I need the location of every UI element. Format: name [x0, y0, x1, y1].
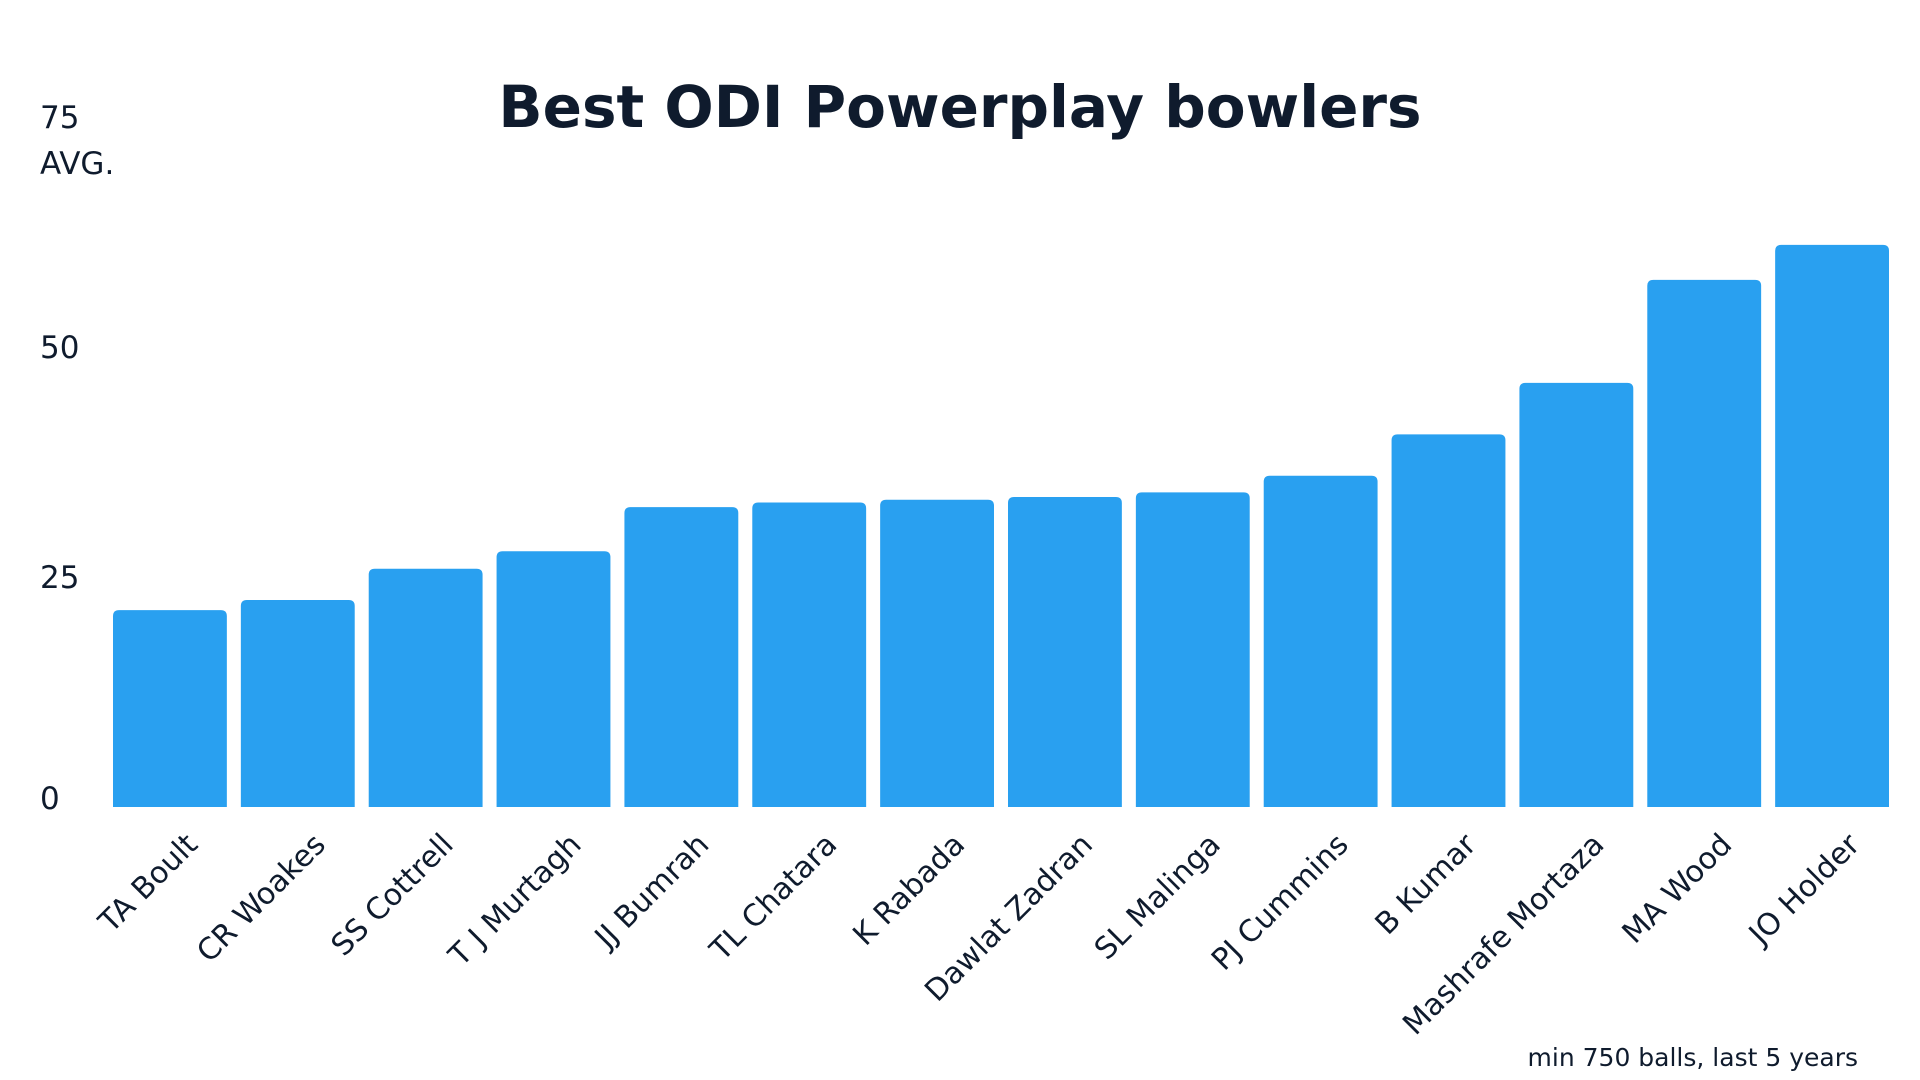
x-tick-label: SL Malinga — [1088, 827, 1228, 967]
bar — [1775, 244, 1889, 807]
bar — [113, 610, 227, 807]
footnote: min 750 balls, last 5 years — [1528, 1043, 1858, 1072]
x-tick-label: T J Murtagh — [442, 827, 589, 974]
x-tick-label: JJ Bumrah — [587, 827, 716, 956]
bar-series — [113, 244, 1889, 808]
bar — [240, 600, 355, 807]
x-tick-label: CR Woakes — [190, 827, 332, 969]
bar — [368, 568, 483, 807]
bar — [752, 502, 867, 807]
x-tick-label: K Rabada — [846, 827, 972, 953]
y-tick-label: 25 — [40, 560, 79, 596]
x-tick-label: PJ Cummins — [1205, 827, 1356, 978]
x-tick-label: TL Chatara — [703, 827, 844, 968]
bar — [1263, 475, 1378, 807]
bar — [1008, 496, 1122, 807]
x-tick-label: JO Holder — [1741, 827, 1867, 953]
y-tick-label: 75 — [40, 100, 79, 136]
bar — [624, 507, 739, 807]
x-tick-label: B Kumar — [1369, 827, 1484, 942]
bar — [1391, 434, 1506, 807]
y-tick-label: 0 — [40, 781, 60, 817]
chart-title: Best ODI Powerplay bowlers — [498, 73, 1421, 141]
bar — [1135, 492, 1250, 807]
bar — [496, 551, 611, 807]
y-axis-ticks: 0 25 50 75 — [40, 100, 79, 817]
y-tick-label: 50 — [40, 330, 79, 366]
x-tick-label: SS Cottrell — [325, 827, 461, 963]
bar — [1519, 382, 1634, 807]
bar — [1647, 279, 1762, 808]
bar — [880, 499, 994, 807]
x-tick-label: TA Boult — [92, 827, 205, 940]
y-axis-label: AVG. — [40, 146, 114, 182]
x-tick-label: MA Wood — [1616, 827, 1739, 950]
